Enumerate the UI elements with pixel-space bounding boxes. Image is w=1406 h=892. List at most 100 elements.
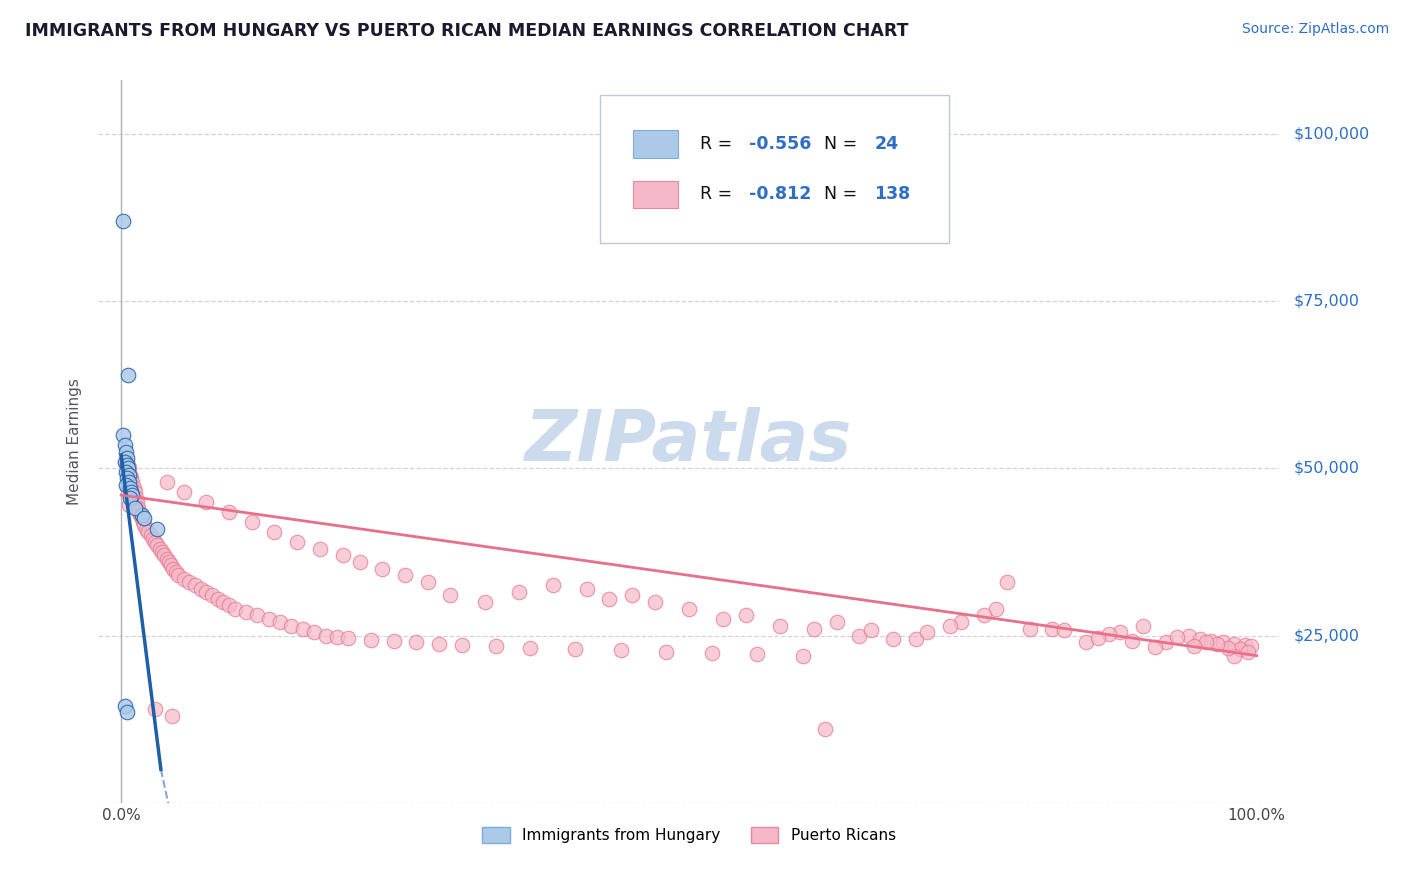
- Point: [117, 471, 139, 485]
- Point: [162, 708, 183, 723]
- Point: [1182, 639, 1205, 653]
- Point: [450, 638, 472, 652]
- Point: [146, 538, 169, 552]
- Point: [143, 702, 166, 716]
- Point: [115, 478, 138, 492]
- Point: [519, 640, 541, 655]
- Point: [120, 488, 142, 502]
- Text: N =: N =: [824, 186, 862, 203]
- Point: [115, 451, 138, 466]
- Point: [995, 575, 1018, 590]
- Point: [280, 618, 302, 632]
- Point: [598, 591, 620, 606]
- Point: [117, 458, 139, 472]
- Bar: [634, 181, 678, 208]
- Point: [360, 632, 382, 647]
- Point: [1166, 630, 1188, 644]
- Point: [394, 568, 416, 582]
- Point: [610, 643, 633, 657]
- Point: [125, 491, 148, 506]
- Point: [309, 541, 332, 556]
- Point: [508, 585, 530, 599]
- Text: Source: ZipAtlas.com: Source: ZipAtlas.com: [1241, 22, 1389, 37]
- Point: [117, 368, 139, 382]
- Point: [302, 625, 325, 640]
- Point: [700, 646, 723, 660]
- Point: [1236, 645, 1258, 659]
- Point: [115, 458, 138, 472]
- Point: [179, 575, 201, 590]
- Point: [120, 484, 142, 499]
- Point: [118, 498, 141, 512]
- Point: [263, 524, 285, 539]
- Point: [117, 478, 139, 492]
- Point: [337, 632, 360, 646]
- Text: N =: N =: [824, 135, 862, 153]
- Text: IMMIGRANTS FROM HUNGARY VS PUERTO RICAN MEDIAN EARNINGS CORRELATION CHART: IMMIGRANTS FROM HUNGARY VS PUERTO RICAN …: [25, 22, 908, 40]
- Point: [792, 648, 814, 663]
- Point: [157, 555, 180, 569]
- Point: [1098, 627, 1121, 641]
- Point: [1201, 633, 1223, 648]
- Point: [118, 467, 141, 482]
- Point: [1143, 640, 1166, 654]
- Point: [382, 633, 405, 648]
- Point: [1109, 625, 1132, 640]
- Point: [114, 454, 136, 469]
- Point: [644, 595, 666, 609]
- Point: [1177, 628, 1199, 642]
- Point: [246, 608, 269, 623]
- Text: R =: R =: [700, 186, 737, 203]
- Point: [120, 471, 142, 485]
- Point: [291, 622, 314, 636]
- Point: [167, 568, 190, 582]
- Point: [575, 582, 598, 596]
- Point: [1206, 637, 1229, 651]
- Point: [416, 575, 439, 590]
- Point: [165, 565, 187, 579]
- Point: [371, 562, 394, 576]
- Point: [142, 532, 165, 546]
- Point: [173, 484, 195, 499]
- Point: [1212, 635, 1234, 649]
- Point: [427, 637, 450, 651]
- Point: [135, 521, 157, 535]
- Point: [315, 628, 337, 642]
- Point: [984, 602, 1007, 616]
- Legend: Immigrants from Hungary, Puerto Ricans: Immigrants from Hungary, Puerto Ricans: [477, 821, 901, 849]
- Point: [332, 548, 354, 563]
- Point: [122, 482, 145, 496]
- Point: [114, 438, 136, 452]
- Point: [1121, 633, 1143, 648]
- Point: [207, 591, 229, 606]
- Point: [1087, 631, 1109, 645]
- Point: [124, 501, 146, 516]
- Point: [218, 505, 240, 519]
- Text: R =: R =: [700, 135, 737, 153]
- Point: [218, 599, 240, 613]
- Point: [115, 465, 138, 479]
- FancyBboxPatch shape: [600, 95, 949, 243]
- Point: [1132, 618, 1154, 632]
- Point: [1188, 632, 1211, 646]
- Text: $100,000: $100,000: [1294, 127, 1369, 141]
- Point: [1154, 635, 1177, 649]
- Point: [173, 572, 195, 586]
- Text: 24: 24: [875, 135, 898, 153]
- Point: [734, 608, 756, 623]
- Point: [124, 484, 146, 499]
- Point: [184, 578, 207, 592]
- Point: [132, 515, 155, 529]
- Point: [1053, 623, 1076, 637]
- Point: [132, 511, 155, 525]
- Bar: [634, 130, 678, 158]
- Point: [621, 589, 644, 603]
- Point: [711, 612, 734, 626]
- Point: [121, 475, 143, 489]
- Point: [114, 465, 136, 479]
- Point: [939, 618, 962, 632]
- Point: [825, 615, 848, 630]
- Point: [138, 524, 160, 539]
- Point: [474, 595, 496, 609]
- Point: [257, 612, 280, 626]
